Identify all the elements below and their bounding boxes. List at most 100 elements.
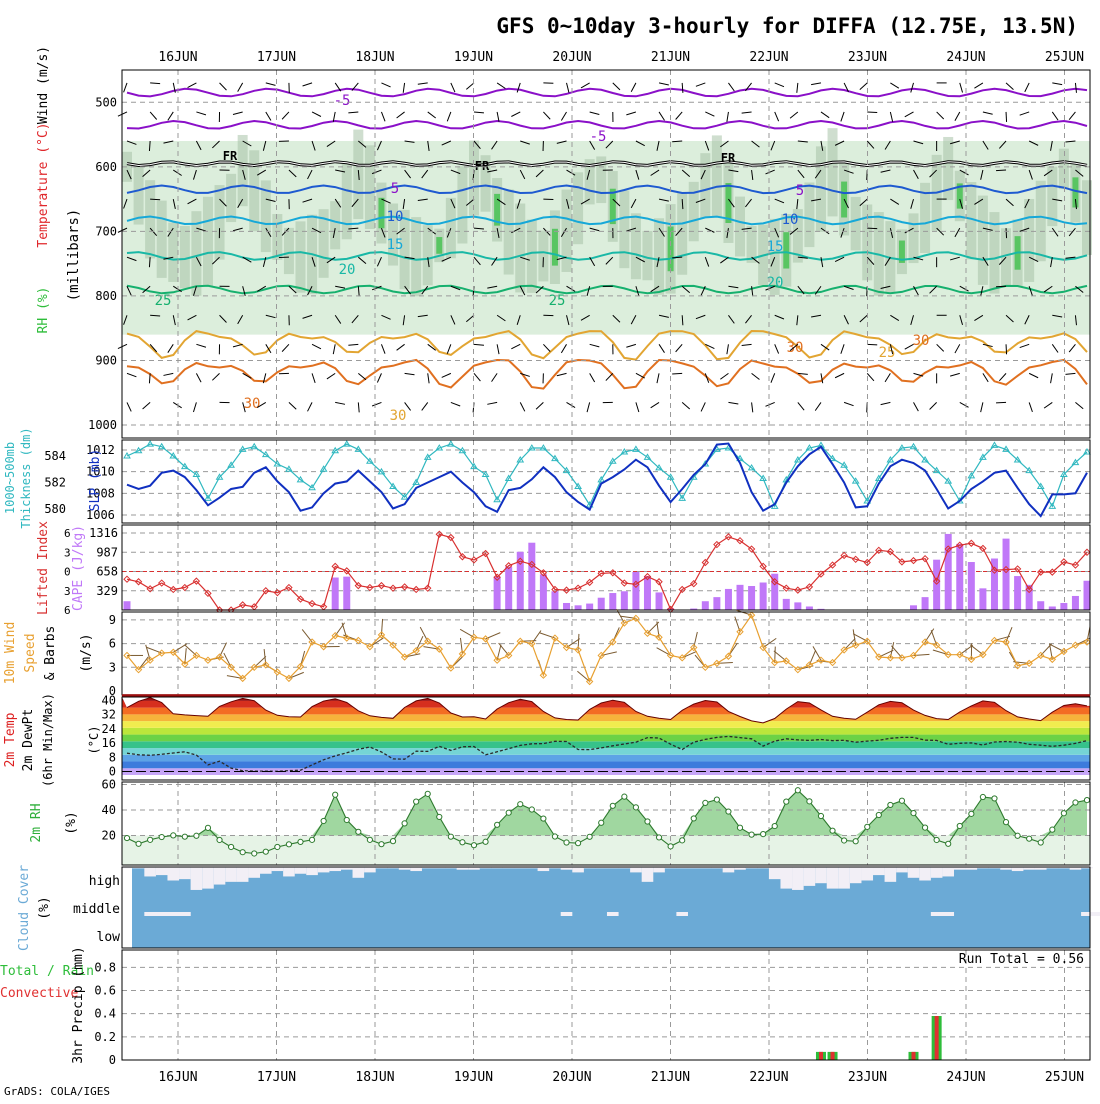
- rh-patch: [134, 164, 144, 224]
- rh2m-point: [333, 792, 338, 797]
- cloud-high-bar: [295, 867, 307, 874]
- cloud-high-bar: [572, 867, 584, 872]
- wind-barb: [996, 286, 1006, 287]
- temp2m-axis-label: 2m Temp: [3, 712, 18, 767]
- temp-band: [122, 735, 1090, 742]
- rh2m-point: [471, 843, 476, 848]
- cloud-high-bar: [919, 867, 931, 881]
- rh2m-point: [148, 837, 153, 842]
- rh2m-point: [876, 812, 881, 817]
- contour-label: -5: [590, 129, 607, 145]
- precip-ytick: 0: [109, 1053, 116, 1067]
- rh2m-ytick: 60: [102, 778, 116, 792]
- rh2m-point: [587, 834, 592, 839]
- rh2m-point: [321, 818, 326, 823]
- cape-bar: [598, 598, 605, 610]
- rh2m-point: [1015, 833, 1020, 838]
- cape-bar: [702, 601, 709, 610]
- wind-barb: [149, 373, 150, 383]
- rh-patch: [249, 150, 259, 231]
- cloud-high-bar: [908, 867, 920, 878]
- cape-bar: [760, 583, 767, 611]
- profile-ytick: 900: [95, 353, 117, 367]
- rh2m-point: [136, 841, 141, 846]
- rh2m-point: [1084, 797, 1089, 802]
- cape-bar: [933, 560, 940, 610]
- cloud-high-bar: [538, 867, 550, 871]
- cloud-mid-bar: [144, 912, 190, 916]
- x-tick-top: 21JUN: [651, 50, 690, 65]
- rh2m-point: [957, 823, 962, 828]
- rh2m-point: [217, 837, 222, 842]
- rh2m-point: [784, 799, 789, 804]
- wind-barb: [150, 199, 160, 200]
- wind-barb: [867, 112, 877, 113]
- rh2m-point: [309, 837, 314, 842]
- rh-patch-high: [725, 183, 731, 223]
- cloud-high-bar: [144, 867, 156, 876]
- rh2m-point: [645, 819, 650, 824]
- cloud-high-bar: [318, 867, 330, 872]
- precip-ytick: 0.4: [94, 1007, 116, 1021]
- cloud-unit-label: (%): [37, 896, 52, 919]
- x-tick-top: 22JUN: [749, 50, 788, 65]
- rh-patch-high: [610, 189, 616, 224]
- rh2m-point: [599, 820, 604, 825]
- cape-bar: [794, 602, 801, 610]
- precip-convective-bar: [935, 1016, 939, 1060]
- x-tick-top: 17JUN: [257, 50, 296, 65]
- cloud-high-bar: [942, 867, 954, 876]
- contour-label: 10: [782, 212, 799, 228]
- cloud-high-bar: [179, 867, 191, 879]
- cape-bar: [632, 572, 639, 610]
- cloud-background: [132, 867, 1090, 948]
- cloud-high-bar: [653, 867, 665, 872]
- cloud-mid-bar: [931, 912, 954, 916]
- cloud-level-label: low: [97, 930, 121, 945]
- temp2m-ytick: 8: [109, 750, 116, 764]
- rh2m-point: [668, 844, 673, 849]
- temp2m-sub-label: (6hr Min/Max): [41, 693, 55, 787]
- precip-convective-bar: [912, 1052, 916, 1060]
- wind-barb: [150, 315, 160, 316]
- thickness-axis-label-2: Thickness (dm): [19, 427, 33, 528]
- cloud-high-bar: [260, 867, 272, 874]
- li-ytick: 3: [64, 546, 71, 559]
- rh-patch-high: [378, 198, 384, 228]
- cape-bar: [609, 593, 616, 610]
- chart-title: GFS 0~10day 3-hourly for DIFFA (12.75E, …: [496, 14, 1078, 38]
- cape-bar: [1084, 581, 1091, 610]
- precip-conv-label: Convective: [0, 986, 78, 1001]
- cloud-high-bar: [167, 867, 179, 881]
- wind-barb: [996, 170, 1006, 171]
- rh2m-point: [1027, 836, 1032, 841]
- rh2m-point: [552, 834, 557, 839]
- rh-patch: [804, 182, 814, 247]
- cloud-high-bar: [896, 867, 908, 872]
- wind10-ytick: 9: [109, 613, 116, 627]
- cloud-high-bar: [861, 867, 873, 881]
- x-tick-top: 16JUN: [158, 50, 197, 65]
- rh2m-point: [899, 798, 904, 803]
- rh2m-point: [969, 811, 974, 816]
- rh-patch: [562, 190, 572, 272]
- freezing-label: FR: [223, 149, 238, 163]
- cape-bar: [494, 577, 501, 610]
- cape-bar: [737, 585, 744, 610]
- cape-bar: [783, 599, 790, 610]
- rh2m-axis-label: 2m RH: [29, 803, 44, 842]
- rh-patch: [712, 135, 722, 216]
- cape-bar: [968, 562, 975, 610]
- wind-barb: [149, 141, 150, 151]
- rh2m-point: [1003, 820, 1008, 825]
- wind-barb: [1006, 228, 1007, 238]
- precip-ytick: 0.8: [94, 960, 116, 974]
- wind-barb: [996, 402, 1006, 403]
- x-tick-bottom: 21JUN: [651, 1070, 690, 1085]
- contour-label: 10: [387, 209, 404, 225]
- cape-bar: [979, 588, 986, 610]
- rh2m-point: [726, 809, 731, 814]
- temp2m-ytick: 16: [102, 736, 116, 750]
- cape-bar: [922, 597, 929, 610]
- rh2m-point: [1038, 840, 1043, 845]
